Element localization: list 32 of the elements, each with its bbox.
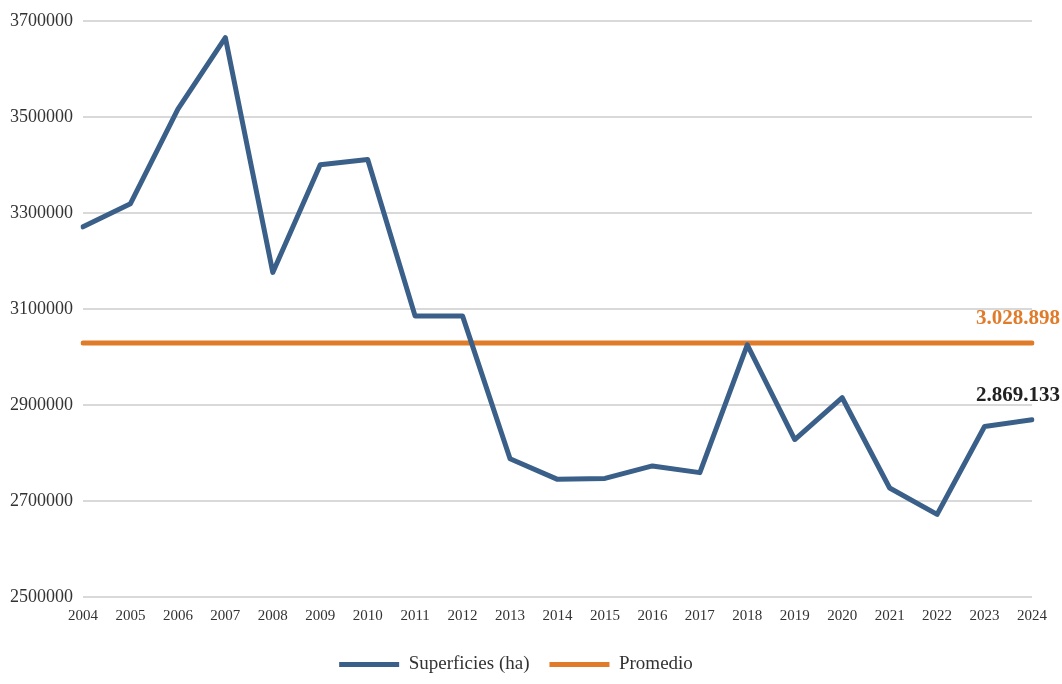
legend-label: Superficies (ha) — [408, 652, 530, 675]
x-tick-label: 2005 — [115, 606, 146, 623]
x-tick-label: 2017 — [684, 606, 716, 623]
data-label: 3.028.898 — [976, 304, 1060, 329]
x-tick-label: 2020 — [827, 606, 858, 623]
x-tick-label: 2004 — [68, 606, 99, 623]
y-tick-label: 3300000 — [10, 201, 73, 222]
x-tick-label: 2015 — [589, 606, 620, 623]
legend-label: Promedio — [618, 652, 693, 674]
x-tick-label: 2018 — [732, 606, 763, 623]
x-tick-label: 2023 — [969, 606, 1000, 623]
x-tick-label: 2019 — [779, 606, 810, 623]
x-tick-label: 2021 — [874, 606, 905, 623]
x-tick-label: 2016 — [637, 606, 668, 623]
x-tick-label: 2012 — [447, 606, 478, 623]
x-tick-label: 2024 — [1017, 606, 1048, 623]
data-label: 2.869.133 — [976, 381, 1060, 406]
y-tick-label: 3500000 — [10, 105, 73, 126]
y-tick-label: 3700000 — [10, 9, 73, 30]
y-tick-label: 2500000 — [10, 585, 73, 606]
x-tick-label: 2008 — [257, 606, 288, 623]
x-tick-label: 2007 — [210, 606, 241, 623]
y-tick-label: 2900000 — [10, 393, 73, 414]
x-tick-label: 2013 — [495, 606, 526, 623]
x-tick-label: 2022 — [922, 606, 953, 623]
y-tick-label: 3100000 — [10, 297, 73, 318]
y-tick-label: 2700000 — [10, 489, 73, 510]
x-tick-label: 2010 — [352, 606, 383, 623]
x-tick-label: 2006 — [162, 606, 194, 623]
x-tick-label: 2009 — [305, 606, 336, 623]
x-tick-label: 2011 — [400, 606, 430, 623]
x-tick-label: 2014 — [542, 606, 573, 623]
